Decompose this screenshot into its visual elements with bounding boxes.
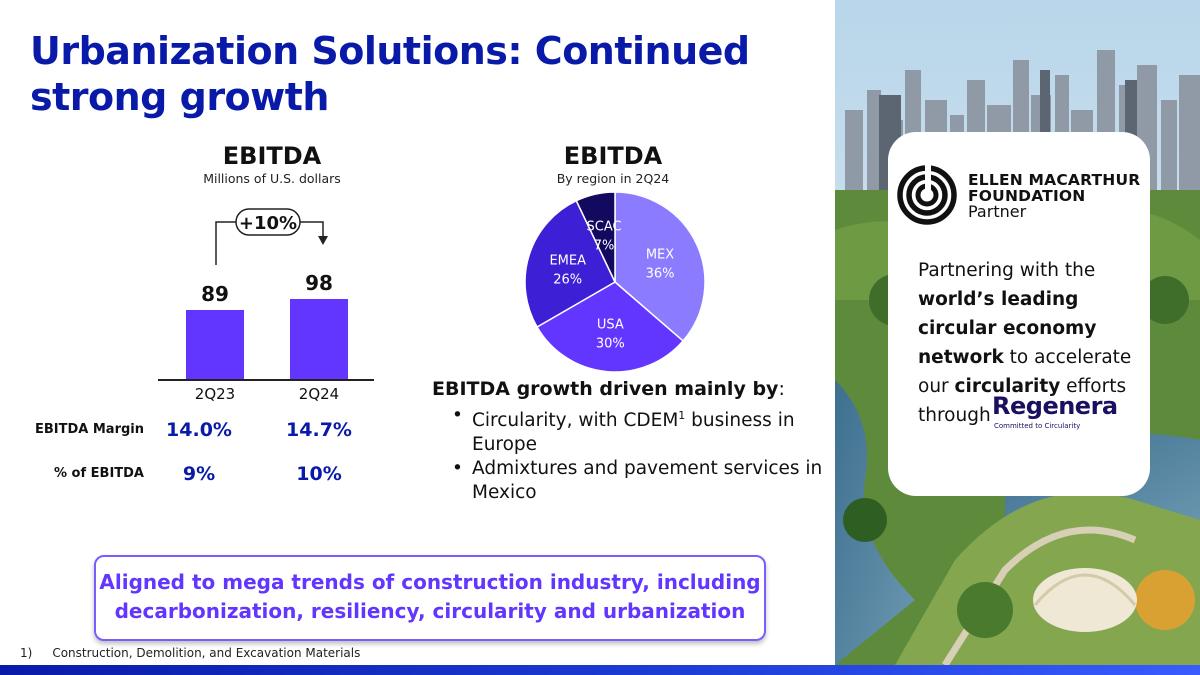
pie-slice-mex: [614, 191, 706, 342]
bar-2q23: [186, 309, 244, 379]
foundation-name-line2: FOUNDATION: [968, 187, 1086, 205]
partner-text-4: circularity: [954, 376, 1061, 397]
pie-label-usa-pct: 30%: [596, 336, 625, 351]
foundation-partner-label: Partner: [968, 202, 1027, 221]
callout-line-1: Aligned to mega trends of construction i…: [99, 570, 761, 594]
x-tick-2q23: 2Q23: [194, 385, 236, 403]
bar-value-2q23: 89: [201, 281, 229, 306]
partner-card: ELLEN MACARTHUR FOUNDATION Partner Partn…: [888, 132, 1150, 496]
regenera-logo: Regenera: [992, 392, 1118, 420]
metric-value-pct-2q23: 9%: [182, 463, 216, 485]
pie-label-scac-pct: 7%: [594, 239, 615, 254]
pie-label-usa-name: USA: [597, 317, 624, 332]
metric-value-margin-2q24: 14.7%: [286, 419, 352, 441]
growth-pill: [235, 208, 301, 236]
bar-2q24: [290, 298, 348, 379]
partner-text-1: Partnering with the: [918, 260, 1096, 281]
ellen-macarthur-logo-icon: [897, 164, 957, 225]
bullet-circularity-text-end: business in Europe: [472, 410, 795, 456]
x-axis-line: [158, 379, 374, 381]
page-title: Urbanization Solutions: Continued strong…: [30, 29, 750, 119]
footnote-ref: 1: [678, 409, 686, 422]
metric-label-pct-ebitda: % of EBITDA: [53, 466, 144, 481]
pie-chart: MEX 36% USA 30% EMEA 26% SCAC 7%: [524, 191, 706, 373]
pie-slice-emea: [524, 199, 616, 329]
growth-drivers-title-text: EBITDA growth driven mainly by: [432, 378, 779, 400]
footnote-number: 1): [20, 646, 33, 660]
growth-drivers-title-colon: :: [778, 378, 785, 400]
footnote-text: Construction, Demolition, and Excavation…: [52, 646, 361, 660]
metric-value-pct-2q24: 10%: [296, 463, 342, 485]
bullet-circularity: Circularity, with CDEM1 business in Euro…: [450, 404, 840, 457]
pie-chart-subtitle: By region in 2Q24: [556, 171, 670, 186]
growth-bracket-left: [215, 221, 236, 265]
pie-label-mex-name: MEX: [646, 247, 674, 262]
partner-description: Partnering with the world’s leading circ…: [918, 256, 1143, 430]
growth-label: +10%: [239, 213, 297, 234]
growth-bracket-right: [300, 221, 324, 238]
pie-label-emea-name: EMEA: [549, 253, 586, 268]
bottom-accent-bar: [0, 665, 1200, 675]
callout-line-2: decarbonization, resiliency, circularity…: [114, 599, 746, 623]
bar-value-2q24: 98: [305, 270, 333, 295]
bullet-admixtures: Admixtures and pavement services in Mexi…: [450, 457, 840, 505]
partner-text-2: world’s leading circular economy network: [918, 289, 1097, 368]
bar-chart-subtitle: Millions of U.S. dollars: [203, 171, 341, 186]
pie-slice-scac: [575, 191, 616, 283]
regenera-tagline: Committed to Circularity: [994, 422, 1081, 430]
growth-arrow-icon: [318, 236, 328, 245]
growth-drivers-title: EBITDA growth driven mainly by:: [432, 378, 785, 400]
bar-chart: +10%: [215, 208, 328, 265]
pie-chart-title: EBITDA: [563, 142, 663, 170]
bar-chart-title: EBITDA: [222, 142, 322, 170]
foundation-name-line1: ELLEN MACARTHUR: [968, 171, 1141, 189]
growth-drivers-list: Circularity, with CDEM1 business in Euro…: [450, 404, 840, 505]
mega-trends-callout: Aligned to mega trends of construction i…: [94, 555, 766, 641]
pie-label-scac-name: SCAC: [587, 220, 622, 235]
pie-label-mex-pct: 36%: [646, 266, 675, 281]
bullet-circularity-text: Circularity, with CDEM: [472, 410, 679, 432]
metric-value-margin-2q23: 14.0%: [166, 419, 232, 441]
metric-label-ebitda-margin: EBITDA Margin: [34, 422, 144, 437]
partner-text-3: to accelerate our: [918, 347, 1132, 397]
pie-slice-usa: [536, 281, 685, 373]
x-tick-2q24: 2Q24: [298, 385, 340, 403]
pie-label-emea-pct: 26%: [553, 272, 582, 287]
partner-text-5: efforts through: [918, 376, 1127, 426]
footnote: 1) Construction, Demolition, and Excavati…: [20, 646, 360, 660]
